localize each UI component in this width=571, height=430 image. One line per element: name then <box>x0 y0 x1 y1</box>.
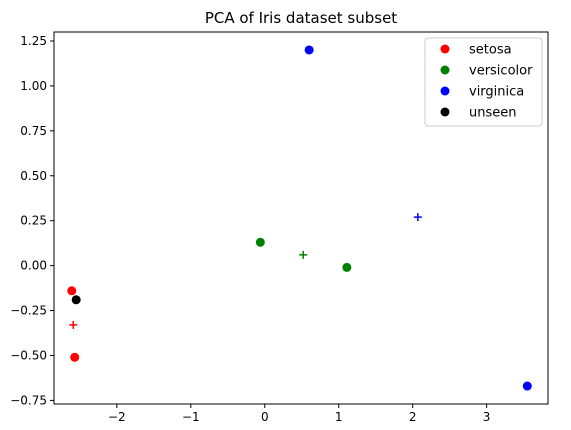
legend-marker-setosa <box>440 44 450 54</box>
y-tick-label: −0.50 <box>10 348 47 362</box>
axes: −2 −1 0 1 2 3 −0.75 −0.50 −0.25 0.00 0.25 0.50 0.75 1… <box>10 31 549 424</box>
legend-label-versicolor: versicolor <box>469 64 533 79</box>
x-tick-label: 1 <box>335 410 343 424</box>
x-tick-label: −2 <box>108 410 126 424</box>
y-tick-label: 0.75 <box>20 124 47 138</box>
y-tick-label: 0.00 <box>20 259 47 273</box>
chart-title: PCA of Iris dataset subset <box>205 9 397 27</box>
data-point-virginica-1 <box>522 381 532 391</box>
data-point-setosa-0 <box>67 286 77 296</box>
data-point-virginica-0 <box>304 45 314 55</box>
legend-label-setosa: setosa <box>469 43 512 58</box>
y-tick-label: −0.75 <box>10 393 47 407</box>
legend-marker-versicolor <box>440 65 450 75</box>
centroid-marker-1 <box>299 250 308 259</box>
centroid-marker-2 <box>413 213 422 222</box>
data-point-setosa-1 <box>70 352 80 362</box>
legend-box <box>424 37 543 127</box>
data-point-versicolor-1 <box>342 262 352 272</box>
y-tick-label: 1.00 <box>20 79 47 93</box>
data-point-unseen-0 <box>71 295 81 305</box>
x-tick-label: 3 <box>483 410 491 424</box>
plot-frame <box>53 31 549 405</box>
y-tick-label: 0.25 <box>20 214 47 228</box>
y-tick-label: 0.50 <box>20 169 47 183</box>
legend: setosa versicolor virginica unseen <box>424 37 543 127</box>
legend-marker-unseen <box>440 107 450 117</box>
plot-area <box>67 45 532 391</box>
y-tick-label: 1.25 <box>20 34 47 48</box>
legend-label-unseen: unseen <box>469 106 517 121</box>
data-point-versicolor-0 <box>255 237 265 247</box>
y-tick-label: −0.25 <box>10 304 47 318</box>
x-tick-label: 0 <box>261 410 269 424</box>
x-tick-label: 2 <box>409 410 417 424</box>
legend-marker-virginica <box>440 86 450 96</box>
x-tick-label: −1 <box>182 410 200 424</box>
centroid-marker-0 <box>69 320 78 329</box>
legend-label-virginica: virginica <box>469 85 524 100</box>
